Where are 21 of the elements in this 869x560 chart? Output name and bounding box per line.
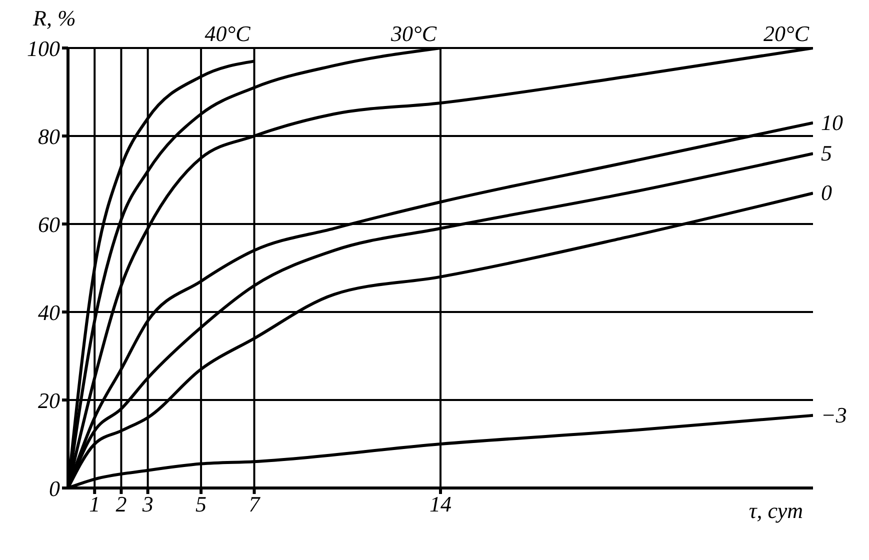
series-label: 20°C — [764, 21, 810, 46]
series-label: 0 — [821, 180, 832, 206]
series-label: 40°C — [204, 21, 251, 46]
y-tick-label: 80 — [38, 124, 60, 149]
series-label: 10 — [821, 110, 843, 135]
y-tick-label: 60 — [38, 212, 60, 237]
x-tick-label: 2 — [116, 492, 127, 517]
x-tick-label: 5 — [196, 492, 207, 517]
y-tick-label: 40 — [38, 300, 60, 325]
series-label: 30°C — [390, 21, 437, 46]
x-tick-label: 1 — [89, 492, 100, 517]
series-label: 5 — [821, 140, 832, 166]
x-tick-label: 14 — [430, 492, 452, 517]
y-tick-label: 100 — [27, 36, 60, 61]
y-axis-title: R, % — [32, 6, 76, 31]
x-axis-title: τ, сут — [748, 498, 803, 523]
y-tick-label: 0 — [49, 476, 60, 501]
series-label: −3 — [821, 402, 847, 428]
x-tick-label: 3 — [141, 492, 154, 517]
x-tick-label: 7 — [248, 492, 261, 517]
y-tick-label: 20 — [38, 388, 60, 413]
